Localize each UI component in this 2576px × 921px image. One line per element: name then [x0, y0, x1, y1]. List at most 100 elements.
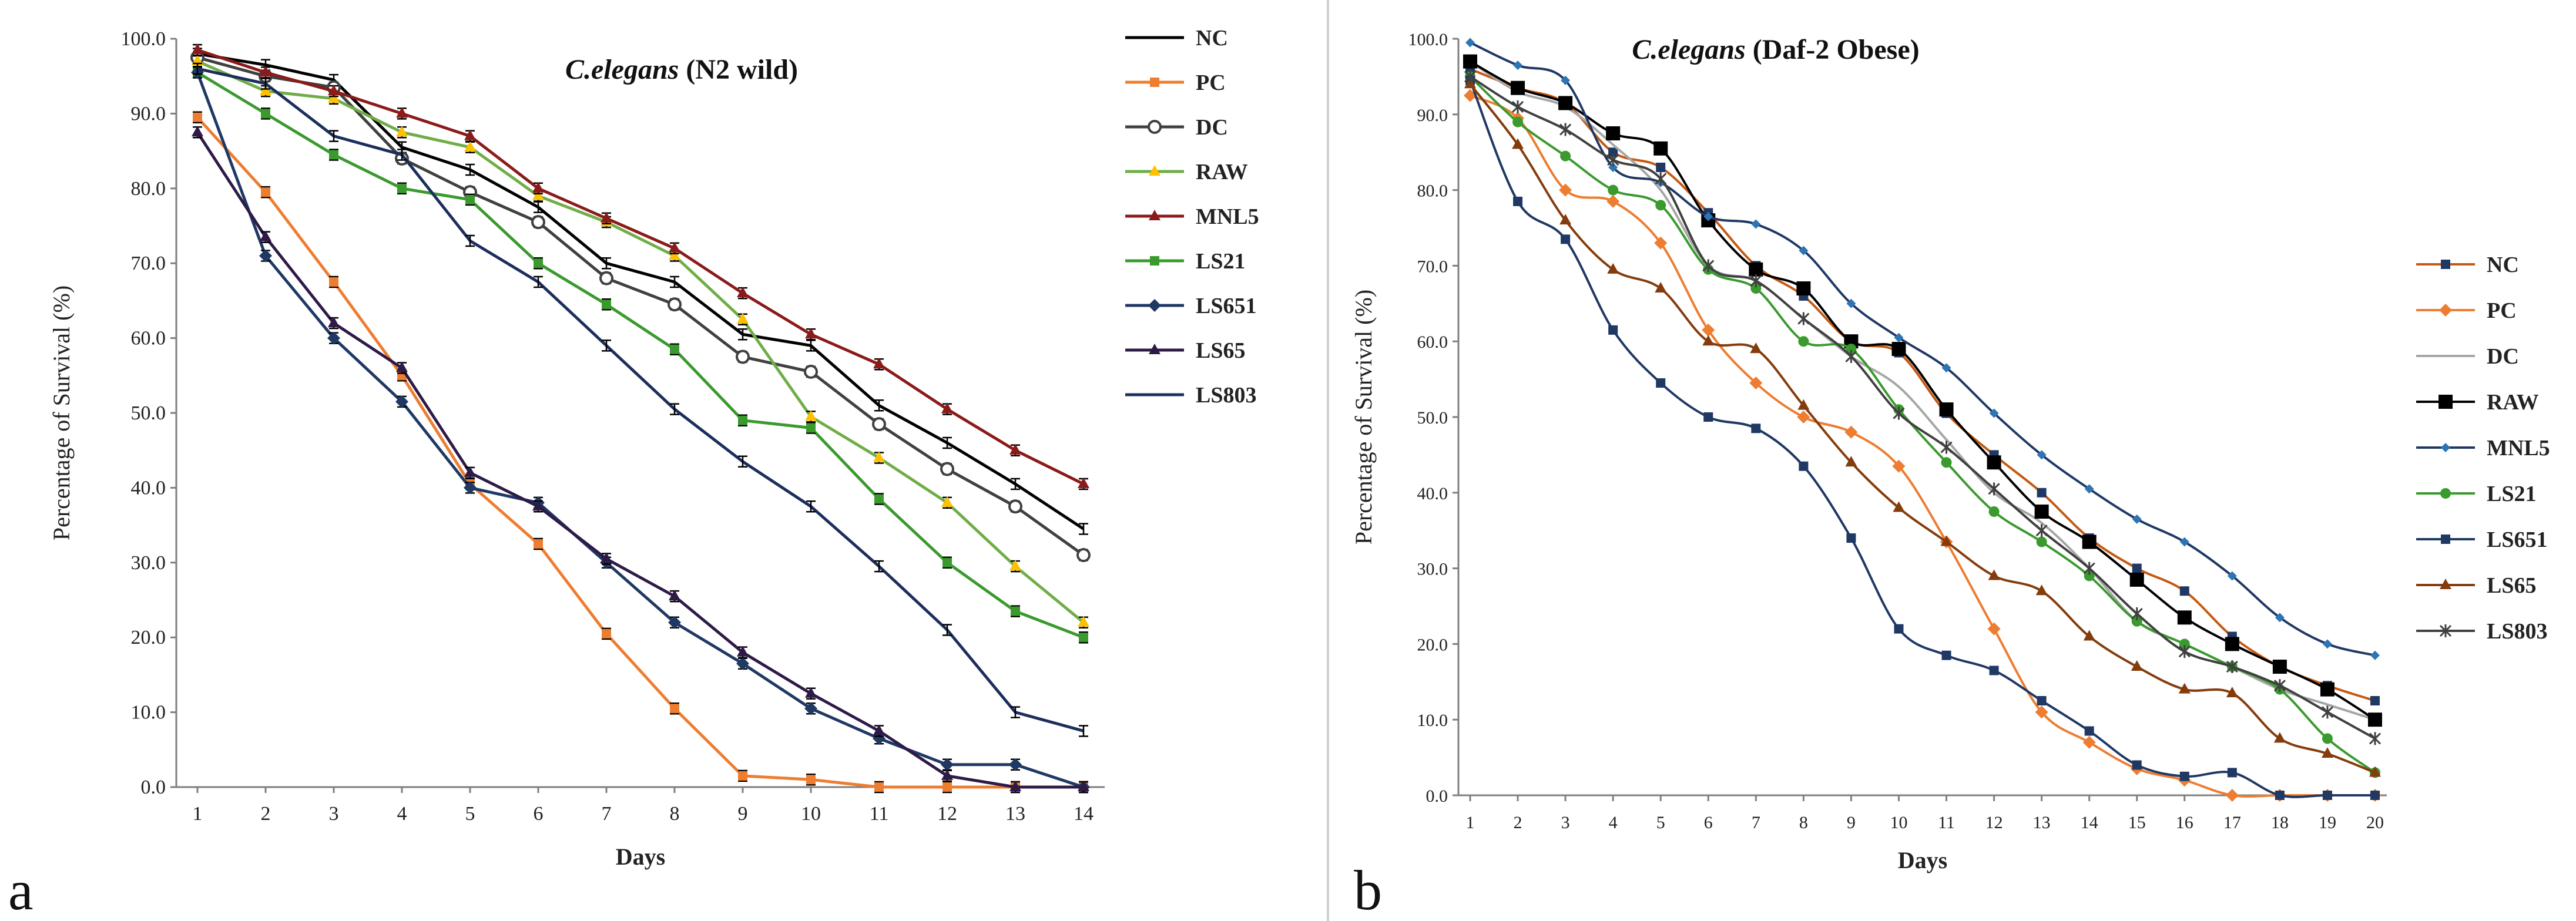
- chart-a-point-ls65: [873, 724, 885, 735]
- chart-a-legend-item-ls21: LS21: [1125, 249, 1245, 274]
- chart-a-series-ls803: [193, 62, 1088, 737]
- chart-a-series-raw: [192, 55, 1089, 628]
- chart-b-point-ls651: [1751, 423, 1761, 433]
- chart-a-point-ls65: [601, 552, 612, 563]
- chart-a-point-raw: [873, 451, 885, 462]
- chart-b-x-tick-label: 16: [2176, 813, 2193, 832]
- chart-b-point-raw: [2034, 505, 2049, 519]
- chart-a-point-ls21: [874, 494, 884, 504]
- chart-b-point-mnl5: [2037, 450, 2047, 460]
- chart-a-svg: 0.0 10.0 20.0 30.0 40.0 50.0 60.0 70.0 80.0 90.0 1…: [8, 26, 1259, 921]
- chart-a-line-dc: [197, 56, 1085, 557]
- chart-a-point-dc: [668, 297, 682, 312]
- chart-b-point-ls21: [1988, 506, 2000, 517]
- chart-b-point-ls651: [1894, 624, 1904, 634]
- chart-b-point-ls651: [2132, 760, 2142, 770]
- chart-a-legend-marker-pc: [1150, 78, 1159, 87]
- chart-b-point-ls21: [1512, 116, 1524, 127]
- chart-b-legend-marker-ls21: [2440, 488, 2451, 499]
- chart-b-x-tick-label: 19: [2319, 813, 2336, 832]
- chart-b-x-tick-label: 13: [2033, 813, 2051, 832]
- chart-a-line-ls651: [196, 72, 1084, 789]
- chart-a-point-dc: [804, 364, 818, 379]
- chart-a-x-tick-label: 1: [193, 803, 203, 825]
- chart-b-x-tick-label: 8: [1799, 813, 1808, 832]
- chart-b-point-mnl5: [2275, 613, 2285, 623]
- chart-b-x-tick-label: 10: [1890, 813, 1907, 832]
- chart-a-point-ls651: [395, 395, 408, 408]
- chart-b-point-ls65: [1512, 138, 1524, 149]
- chart-a-legend-label-ls803: LS803: [1196, 383, 1256, 408]
- chart-b-point-raw: [1606, 126, 1621, 140]
- chart-a-legend-item-nc: NC: [1125, 26, 1228, 51]
- chart-a-point-pc: [602, 628, 611, 638]
- chart-b-point-ls21: [2179, 638, 2190, 650]
- chart-a-point-mnl5: [1078, 478, 1089, 489]
- chart-b-point-ls65: [1797, 399, 1810, 410]
- chart-b-line-dc: [1469, 60, 2376, 721]
- chart-b-point-nc: [1656, 162, 1666, 172]
- chart-b-point-raw: [2225, 637, 2239, 651]
- chart-a-point-ls21: [329, 150, 338, 160]
- chart-b-point-mnl5: [2132, 514, 2142, 524]
- chart-b-point-ls21: [2131, 616, 2142, 627]
- chart-a-point-mnl5: [873, 358, 885, 369]
- chart-b-line-raw: [1470, 60, 2376, 721]
- chart-a-line-ls803: [197, 67, 1084, 732]
- chart-a-error-bar-ls803: [942, 624, 952, 636]
- chart-b-x-tick-label: 20: [2366, 813, 2384, 832]
- chart-b-x-tick-label: 12: [1985, 813, 2003, 832]
- chart-b-point-ls803: [1607, 153, 1619, 167]
- chart-a-legend-label-mnl5: MNL5: [1196, 204, 1259, 229]
- chart-b-point-ls803: [1893, 406, 1905, 420]
- chart-a-point-pc: [261, 187, 270, 197]
- chart-b-point-pc: [1749, 377, 1763, 390]
- chart-b-point-ls21: [1798, 336, 1809, 347]
- chart-a-point-ls21: [465, 194, 475, 204]
- chart-a-legend-marker-ls65: [1149, 344, 1160, 354]
- chart-a-legend-label-pc: PC: [1196, 70, 1226, 95]
- chart-b-point-ls65: [1940, 535, 1953, 546]
- chart-a-point-mnl5: [669, 241, 680, 253]
- chart-b-line-ls803: [1469, 75, 2376, 740]
- chart-b-point-ls65: [1702, 335, 1715, 346]
- chart-a-legend-label-raw: RAW: [1196, 160, 1248, 184]
- chart-b-point-raw: [2272, 660, 2287, 674]
- chart-a-y-tick-label: 100.0: [121, 28, 166, 50]
- chart-b-y-tick-label: 50.0: [1417, 408, 1448, 428]
- chart-b-point-mnl5: [1561, 75, 1571, 85]
- chart-a-point-ls65: [669, 590, 680, 601]
- chart-a-error-bar-nc: [942, 436, 952, 449]
- chart-b-legend-marker-ls803: [2439, 624, 2452, 637]
- chart-b-line-ls651: [1469, 80, 2375, 798]
- chart-a-error-bar-ls803: [1011, 706, 1020, 718]
- chart-a-point-ls21: [670, 344, 679, 354]
- chart-b-legend-label-pc: PC: [2487, 298, 2517, 323]
- chart-a-line-ls65: [196, 131, 1084, 789]
- chart-b-x-tick-label: 4: [1609, 813, 1618, 832]
- chart-a-x-tick-label: 9: [738, 803, 748, 825]
- chart-b-point-ls803: [1750, 274, 1762, 288]
- chart-a-x-tick-label: 2: [261, 803, 271, 825]
- chart-b-y-tick-label: 20.0: [1417, 635, 1448, 654]
- chart-b-line-pc: [1470, 94, 2375, 798]
- chart-b-point-pc: [1844, 425, 1858, 439]
- chart-a-point-dc: [1076, 548, 1091, 563]
- chart-a-panel-label: a: [8, 859, 33, 921]
- chart-b-panel-label: b: [1354, 859, 1382, 921]
- chart-b-series-nc: [1465, 64, 2380, 705]
- chart-a-error-bar-ls803: [670, 403, 679, 415]
- chart-b-point-ls65: [1750, 342, 1762, 354]
- chart-a-legend-marker-ls651: [1148, 299, 1161, 312]
- chart-a-point-ls21: [1011, 606, 1020, 616]
- chart-b-series-ls21: [1465, 71, 2380, 778]
- chart-a-x-tick-label: 6: [534, 803, 544, 825]
- chart-a-point-ls651: [668, 616, 681, 629]
- chart-a-error-bar-ls803: [874, 560, 884, 573]
- chart-b-point-ls803: [2035, 524, 2048, 537]
- chart-b-x-axis-label: Days: [1898, 847, 1947, 873]
- chart-a-point-ls65: [1009, 781, 1021, 791]
- chart-b-point-ls651: [1989, 665, 1999, 675]
- chart-a-error-bar-ls803: [329, 130, 338, 142]
- chart-a-point-raw: [737, 312, 749, 324]
